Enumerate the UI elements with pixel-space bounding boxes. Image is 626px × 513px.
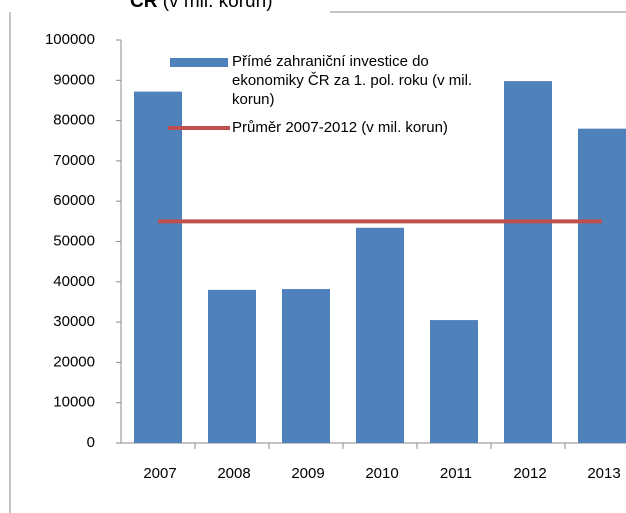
title-bold: ČR <box>130 0 158 12</box>
bar <box>430 320 478 443</box>
x-tick-label: 2007 <box>143 465 176 482</box>
bar <box>282 289 330 443</box>
y-tick-label: 20000 <box>53 353 95 370</box>
x-tick-label: 2008 <box>217 465 250 482</box>
y-tick-label: 10000 <box>53 394 95 411</box>
y-tick-label: 90000 <box>53 71 95 88</box>
y-tick-label: 50000 <box>53 232 95 249</box>
y-tick-label: 80000 <box>53 112 95 129</box>
y-tick-label: 40000 <box>53 273 95 290</box>
x-tick-label: 2009 <box>291 465 324 482</box>
bar <box>134 91 182 444</box>
legend-label: Průměr 2007-2012 (v mil. korun) <box>232 119 448 136</box>
legend-label: Přímé zahraniční investice do ekonomiky … <box>232 53 473 108</box>
y-tick-label: 100000 <box>45 31 95 48</box>
y-tick-label: 60000 <box>53 192 95 209</box>
bar <box>356 227 404 443</box>
x-tick-label: 2013 <box>587 465 620 482</box>
chart-title: ČR (v mil. korun) <box>130 0 273 12</box>
x-tick-label: 2010 <box>365 465 398 482</box>
x-tick-label: 2011 <box>440 465 472 482</box>
y-tick-label: 30000 <box>53 313 95 330</box>
bar <box>208 289 256 443</box>
bar <box>578 128 626 443</box>
title-rest: (v mil. korun) <box>163 0 273 12</box>
legend-swatch <box>170 58 228 67</box>
y-tick-label: 0 <box>87 434 95 451</box>
bar <box>504 81 552 443</box>
y-tick-label: 70000 <box>53 152 95 169</box>
x-tick-label: 2012 <box>513 465 546 482</box>
